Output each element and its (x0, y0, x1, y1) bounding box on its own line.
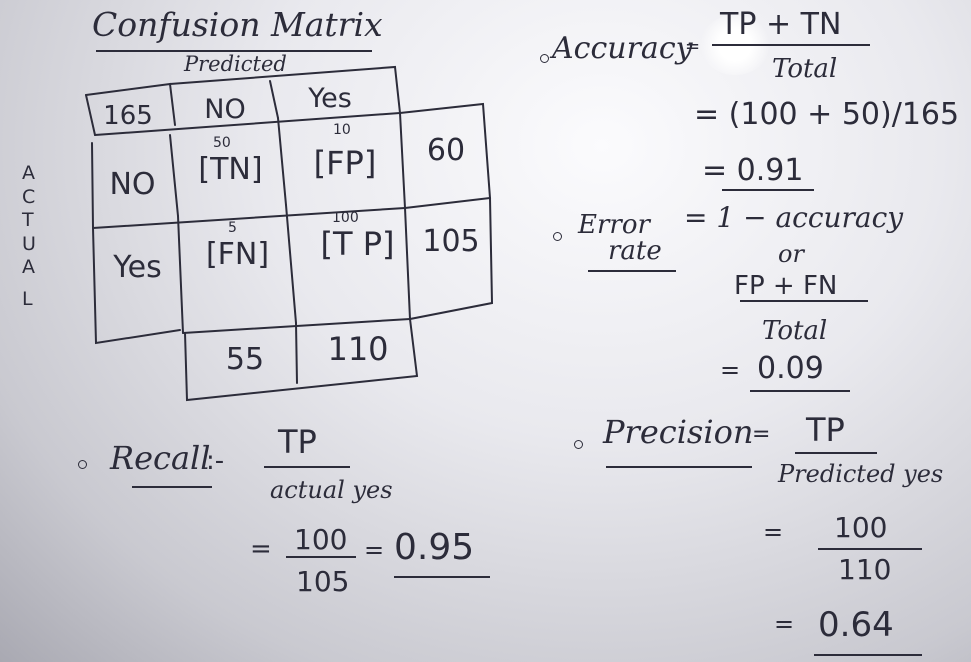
col-header-no: NO (204, 94, 246, 125)
actual-letter-a2: A (22, 256, 35, 278)
recall-fraction-bar-2 (286, 556, 356, 558)
precision-num2: 100 (834, 511, 888, 544)
title: Confusion Matrix (92, 5, 383, 44)
col-header-yes: Yes (308, 83, 352, 114)
precision-denominator: Predicted yes (778, 460, 944, 488)
recall-result: 0.95 (394, 527, 475, 568)
fp-label: [FP] (313, 144, 377, 182)
precision-eq: = (752, 422, 771, 447)
col-total-no: 55 (225, 342, 265, 377)
recall-fraction-bar (264, 466, 350, 468)
recall-denominator: actual yes (270, 476, 393, 504)
error-rate-label-2: rate (608, 236, 662, 266)
accuracy-eq: = (685, 36, 701, 57)
precision-den2: 110 (838, 553, 892, 586)
accuracy-result-underline (722, 189, 814, 191)
recall-den2: 105 (296, 565, 350, 598)
recall-result-underline (394, 576, 490, 578)
fn-label: [FN] (205, 237, 270, 272)
error-rate-result-eq: = (720, 356, 741, 384)
error-rate-fraction-bar (740, 300, 868, 302)
accuracy-numerator: TP + TN (720, 7, 842, 42)
tn-label: [TN] (198, 152, 263, 187)
recall-numerator: TP (278, 423, 317, 461)
error-rate-numerator: FP + FN (734, 271, 838, 301)
accuracy-fraction-bar (712, 44, 870, 46)
actual-letter-a: A (22, 162, 35, 184)
accuracy-label: Accuracy (552, 31, 693, 66)
error-rate-label-1: Error (578, 210, 650, 240)
actual-letter-c: C (22, 186, 36, 208)
recall-num2: 100 (294, 523, 348, 556)
precision-result: 0.64 (818, 605, 894, 645)
precision-underline (606, 466, 752, 468)
row-total-yes: 105 (422, 224, 480, 259)
accuracy-bullet (540, 54, 549, 63)
recall-sep: :- (206, 446, 225, 476)
accuracy-line2: = (100 + 50)/165 (694, 97, 960, 132)
row-total-no: 60 (426, 133, 466, 168)
precision-fraction-bar-2 (818, 548, 922, 550)
recall-underline (132, 486, 212, 488)
recall-eq1: = (250, 534, 272, 564)
precision-bullet (574, 440, 583, 449)
error-rate-bullet (553, 232, 562, 241)
row-header-no: NO (109, 167, 156, 202)
actual-letter-t: T (22, 209, 34, 231)
error-rate-underline (588, 270, 676, 272)
matrix-corner-total: 165 (103, 101, 153, 131)
tp-label: [T P] (320, 225, 395, 263)
recall-eq2: = (364, 536, 385, 564)
title-underline (96, 50, 372, 52)
precision-eq3: = (774, 610, 795, 638)
error-rate-result-underline (750, 390, 850, 392)
precision-label: Precision (603, 413, 754, 451)
precision-numerator: TP (806, 411, 845, 449)
error-rate-or: or (778, 240, 804, 268)
error-rate-result: 0.09 (757, 351, 824, 386)
precision-eq2: = (763, 518, 784, 546)
recall-bullet (78, 460, 87, 469)
accuracy-result: = 0.91 (702, 153, 804, 188)
fn-count: 5 (228, 220, 237, 236)
tp-count: 100 (332, 210, 359, 226)
predicted-label: Predicted (184, 52, 287, 76)
col-total-yes: 110 (327, 330, 389, 368)
error-rate-denominator: Total (762, 316, 828, 346)
precision-result-underline (814, 654, 922, 656)
error-rate-formula: = 1 − accuracy (684, 201, 904, 234)
tn-count: 50 (213, 135, 231, 151)
accuracy-denominator: Total (772, 54, 838, 84)
fp-count: 10 (333, 122, 351, 138)
actual-letter-l: L (22, 288, 33, 310)
actual-letter-u: U (22, 233, 36, 255)
recall-label: Recall (110, 439, 211, 477)
row-header-yes: Yes (113, 250, 162, 285)
precision-fraction-bar (795, 452, 877, 454)
